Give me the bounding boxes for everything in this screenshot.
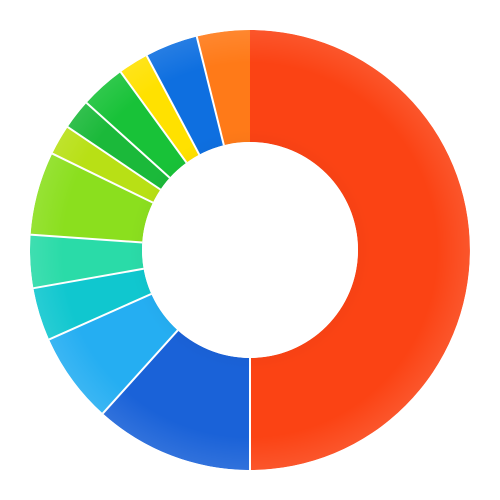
donut-hole <box>142 142 358 358</box>
donut-chart <box>0 0 500 500</box>
